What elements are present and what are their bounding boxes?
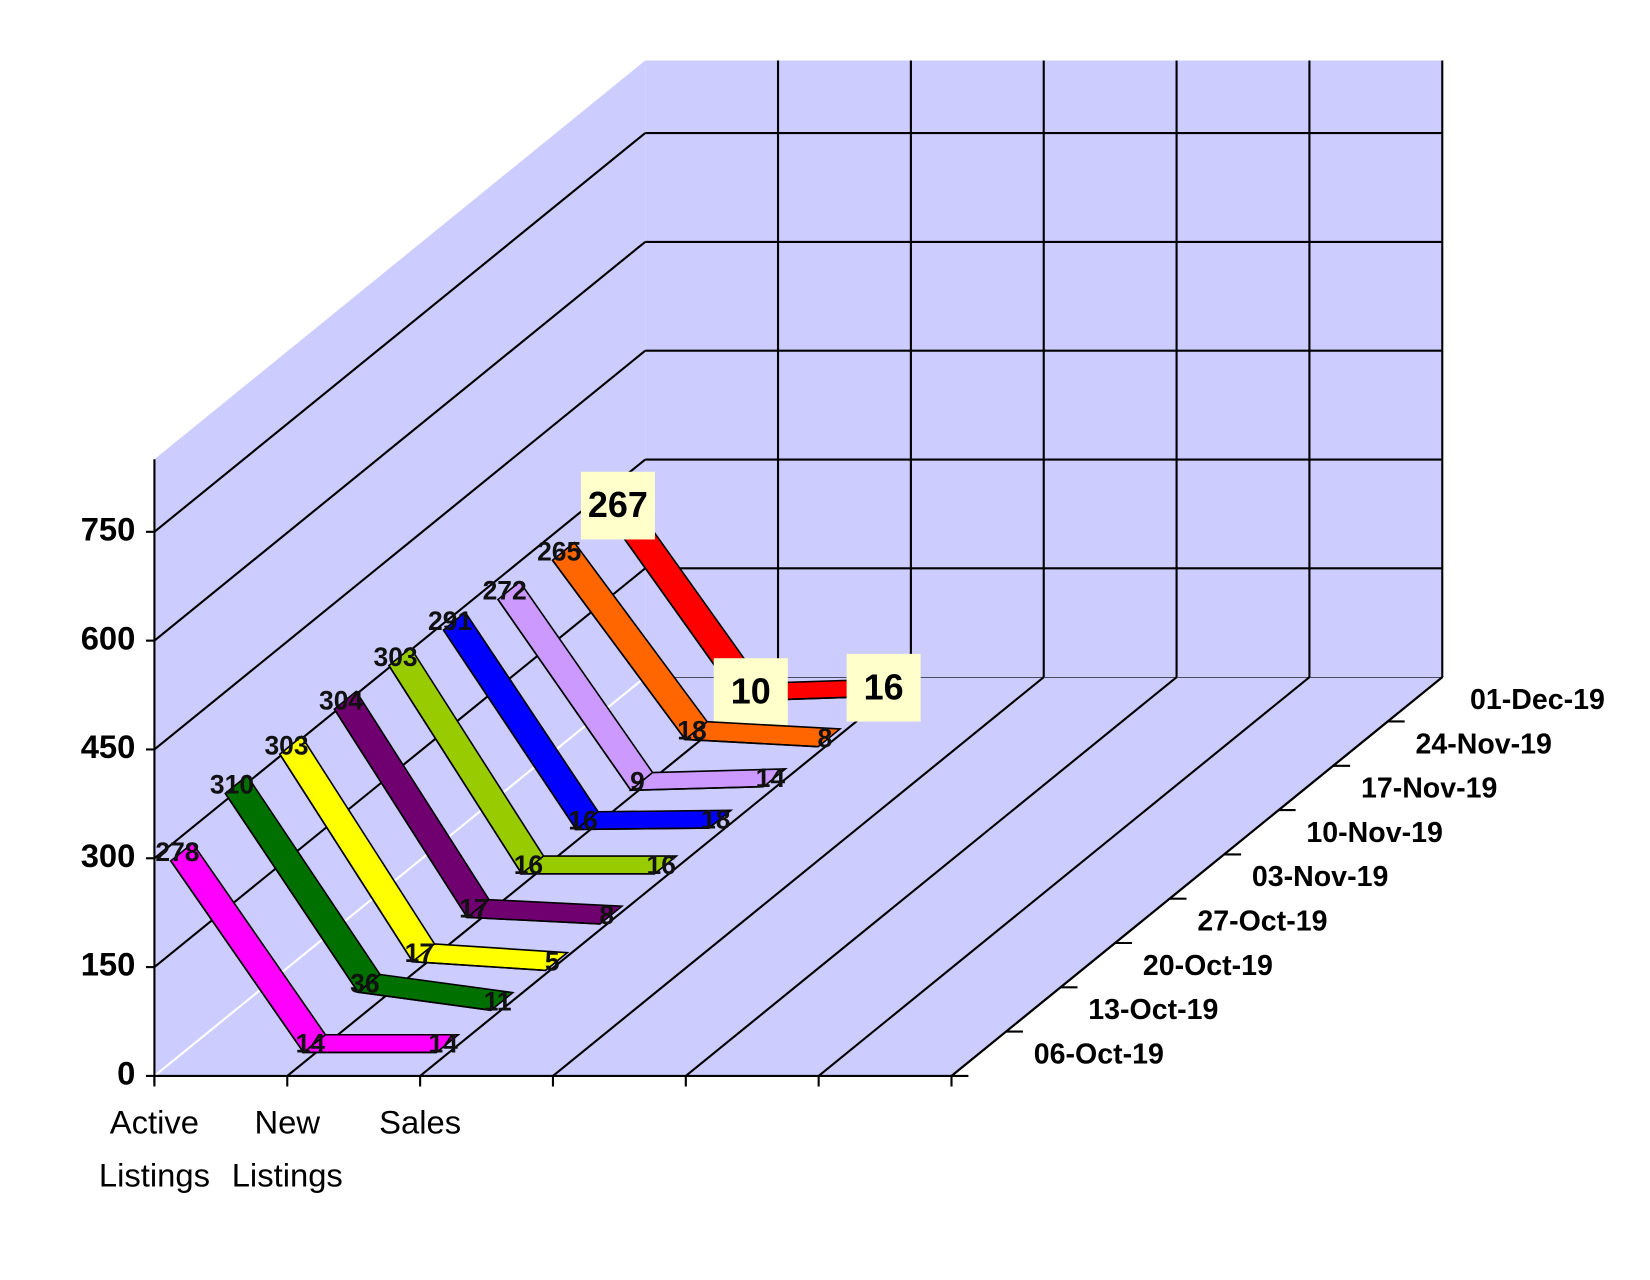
legend-label: 13-Oct-19: [1088, 994, 1218, 1026]
legend-label: 17-Nov-19: [1361, 773, 1497, 805]
series: 267 10 16: [580, 471, 921, 726]
value-label: 18: [677, 716, 706, 746]
value-label: 272: [483, 576, 527, 606]
legend-label: 01-Dec-19: [1470, 684, 1605, 716]
value-label-box: 267: [580, 471, 655, 540]
legend-label: 03-Nov-19: [1252, 861, 1388, 893]
y-tick-label: 300: [81, 837, 136, 874]
value-label: 16: [514, 850, 543, 880]
label-box: [580, 471, 655, 540]
value-label: 303: [264, 730, 308, 760]
value-label: 278: [155, 837, 199, 867]
y-tick-label: 0: [117, 1055, 135, 1092]
legend-label: 06-Oct-19: [1034, 1038, 1164, 1070]
series: 310 36 11: [210, 770, 515, 1017]
value-label: 10: [731, 671, 771, 712]
grid-line: [153, 132, 646, 533]
series: 291 16 18: [428, 606, 734, 836]
legend-label: 20-Oct-19: [1143, 950, 1273, 982]
series: 265 18 8: [537, 536, 843, 753]
value-label: 16: [864, 666, 904, 707]
series-line: [497, 599, 764, 792]
value-label: 8: [599, 900, 614, 930]
label-box: [846, 653, 921, 722]
x-tick-label: Sales: [379, 1103, 461, 1140]
y-tick-label: 750: [81, 510, 136, 547]
value-label: 16: [568, 806, 597, 836]
series-line: [551, 559, 819, 748]
value-label: 265: [537, 536, 581, 566]
series-line: [170, 860, 437, 1054]
y-tick-label: 150: [81, 946, 136, 983]
value-label: 310: [210, 770, 254, 800]
floor-line: [685, 676, 1178, 1077]
value-label-box: 16: [846, 653, 921, 722]
value-label: 18: [701, 804, 730, 834]
value-label: 8: [817, 723, 832, 753]
value-label: 291: [428, 606, 472, 636]
x-tick-label: Active Listings: [99, 1103, 210, 1193]
y-tick-label: 450: [81, 728, 136, 765]
value-label: 36: [350, 968, 379, 998]
grid-line: [153, 241, 646, 642]
value-label: 267: [588, 484, 648, 525]
series-line: [442, 629, 710, 831]
legend-label: 24-Nov-19: [1415, 728, 1551, 760]
floor-edge: [153, 676, 646, 1077]
series-line: [388, 665, 655, 875]
value-label: 16: [647, 850, 676, 880]
floor-line: [286, 676, 779, 1077]
series: 303 16 16: [374, 642, 679, 880]
legend-label: 27-Oct-19: [1197, 906, 1327, 938]
value-label: 14: [296, 1029, 326, 1059]
value-label: 5: [545, 947, 560, 977]
floor-line: [817, 676, 1311, 1077]
grid-line: [153, 349, 646, 751]
series: 303 17 5: [264, 730, 570, 977]
floor-line: [419, 676, 912, 1077]
value-label: 14: [428, 1029, 458, 1059]
series-line: [224, 792, 492, 1012]
value-label: 304: [319, 685, 363, 715]
value-label: 17: [405, 938, 434, 968]
value-label: 17: [459, 894, 488, 924]
x-tick-label: New Listings: [232, 1103, 343, 1193]
series: 304 17 8: [319, 685, 624, 930]
value-label: 11: [484, 987, 512, 1017]
depth-axis: [950, 676, 1443, 1077]
floor-line: [552, 676, 1045, 1077]
y-tick-label: 600: [81, 619, 136, 656]
series: 272 9 14: [483, 576, 788, 796]
series: 278 14 14: [155, 837, 461, 1059]
value-label-box: 10: [713, 658, 788, 726]
value-label: 9: [630, 766, 645, 796]
value-label: 303: [374, 642, 418, 672]
series-line: [333, 708, 601, 925]
series-line: [279, 753, 546, 972]
legend-label: 10-Nov-19: [1306, 817, 1442, 849]
label-box: [713, 658, 788, 726]
value-label: 14: [756, 763, 786, 793]
